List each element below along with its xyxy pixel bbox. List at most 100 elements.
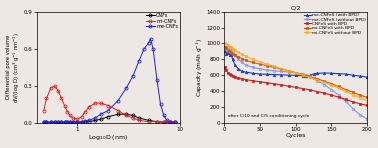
me-CNFeS (with BPD) bbox=[308, 74, 312, 76]
mi-CNFeS without BPD bbox=[344, 90, 348, 92]
mi-CNFeS without BPD bbox=[308, 77, 312, 78]
me-CNFs bbox=[106, 110, 110, 111]
CNFs bbox=[44, 121, 49, 123]
me-CNFeS (with BPD) bbox=[344, 73, 348, 75]
mi-CNFeS with BPD bbox=[258, 63, 262, 65]
me-CNFeS (with BPD) bbox=[301, 75, 305, 77]
mi-CNFeS with BPD bbox=[358, 94, 362, 96]
mi-CNFeS without BPD bbox=[224, 43, 229, 45]
me-CNFeS (without BPD) bbox=[231, 50, 235, 52]
CNFs bbox=[167, 121, 172, 123]
Line: me-CNFs: me-CNFs bbox=[42, 37, 177, 124]
Line: mi-CNFeS with BPD: mi-CNFeS with BPD bbox=[223, 45, 369, 99]
mi-CNFeS without BPD bbox=[279, 68, 284, 70]
mi-CNFeS with BPD bbox=[365, 97, 369, 98]
me-CNFeS (without BPD) bbox=[258, 68, 262, 70]
mi-CNFeS with BPD bbox=[308, 76, 312, 78]
CNFs bbox=[59, 121, 64, 123]
me-CNFeS (with BPD) bbox=[251, 72, 255, 74]
Legend: me-CNFeS (with BPD), me-CNFeS (without BPD), CNFeS with BPD, mi-CNFeS with BPD, : me-CNFeS (with BPD), me-CNFeS (without B… bbox=[304, 13, 366, 35]
me-CNFeS (without BPD) bbox=[251, 66, 255, 68]
mi-CNFeS without BPD bbox=[336, 87, 341, 89]
mi-CNFeS without BPD bbox=[258, 61, 262, 63]
mi-CNFs bbox=[173, 121, 177, 123]
Y-axis label: Capacity (mAh g$^{-1}$): Capacity (mAh g$^{-1}$) bbox=[194, 38, 204, 97]
me-CNFs bbox=[151, 48, 155, 50]
CNFs bbox=[99, 118, 103, 120]
me-CNFeS (with BPD) bbox=[228, 54, 232, 56]
me-CNFs bbox=[75, 121, 80, 123]
Line: me-CNFeS (without BPD): me-CNFeS (without BPD) bbox=[223, 45, 369, 120]
mi-CNFeS without BPD bbox=[301, 74, 305, 76]
mi-CNFeS without BPD bbox=[272, 66, 276, 67]
me-CNFeS (with BPD) bbox=[279, 74, 284, 76]
mi-CNFs bbox=[56, 90, 60, 92]
me-CNFeS (without BPD) bbox=[228, 46, 232, 48]
me-CNFs bbox=[70, 121, 75, 123]
me-CNFs bbox=[142, 48, 146, 50]
Text: after C/10 and C/5 conditioning cycle: after C/10 and C/5 conditioning cycle bbox=[228, 114, 310, 118]
me-CNFs bbox=[116, 100, 120, 102]
me-CNFeS (with BPD) bbox=[351, 74, 355, 76]
me-CNFeS (without BPD) bbox=[358, 114, 362, 116]
mi-CNFeS without BPD bbox=[286, 70, 291, 72]
mi-CNFeS with BPD bbox=[329, 83, 334, 85]
me-CNFeS (with BPD) bbox=[240, 70, 244, 72]
Title: C/2: C/2 bbox=[290, 6, 301, 11]
mi-CNFeS with BPD bbox=[344, 89, 348, 90]
X-axis label: Cycles: Cycles bbox=[285, 133, 306, 138]
me-CNFs bbox=[93, 117, 98, 119]
CNFeS with BPD bbox=[286, 85, 291, 87]
mi-CNFeS without BPD bbox=[232, 49, 237, 51]
me-CNFeS (without BPD) bbox=[224, 48, 229, 50]
me-CNFeS (with BPD) bbox=[225, 52, 230, 54]
mi-CNFeS with BPD bbox=[272, 66, 276, 68]
CNFs bbox=[137, 117, 141, 119]
mi-CNFeS with BPD bbox=[231, 53, 235, 55]
CNFeS with BPD bbox=[301, 88, 305, 89]
me-CNFeS (without BPD) bbox=[243, 64, 248, 66]
me-CNFeS (with BPD) bbox=[336, 73, 341, 74]
me-CNFeS (without BPD) bbox=[279, 70, 284, 72]
CNFs bbox=[155, 121, 159, 123]
me-CNFeS (without BPD) bbox=[229, 47, 234, 49]
mi-CNFeS with BPD bbox=[228, 50, 232, 52]
CNFeS with BPD bbox=[258, 81, 262, 83]
mi-CNFeS with BPD bbox=[236, 56, 241, 58]
me-CNFeS (with BPD) bbox=[223, 50, 227, 52]
me-CNFeS (without BPD) bbox=[308, 75, 312, 77]
me-CNFeS (with BPD) bbox=[265, 73, 269, 75]
CNFeS with BPD bbox=[228, 74, 232, 75]
mi-CNFs bbox=[52, 85, 57, 87]
me-CNFeS (without BPD) bbox=[223, 46, 227, 48]
mi-CNFeS without BPD bbox=[365, 100, 369, 102]
mi-CNFeS with BPD bbox=[229, 52, 234, 53]
me-CNFeS (without BPD) bbox=[336, 94, 341, 96]
mi-CNFs bbox=[83, 111, 88, 113]
Line: CNFs: CNFs bbox=[42, 113, 177, 124]
mi-CNFeS with BPD bbox=[223, 46, 227, 48]
me-CNFeS (without BPD) bbox=[351, 108, 355, 110]
mi-CNFeS with BPD bbox=[351, 91, 355, 93]
me-CNFs bbox=[124, 87, 129, 89]
mi-CNFs bbox=[68, 115, 72, 116]
mi-CNFeS with BPD bbox=[232, 54, 237, 56]
me-CNFeS (without BPD) bbox=[236, 58, 241, 60]
mi-CNFeS without BPD bbox=[228, 46, 232, 48]
me-CNFs bbox=[173, 121, 177, 123]
me-CNFs bbox=[137, 60, 141, 62]
mi-CNFs bbox=[161, 121, 166, 123]
CNFeS with BPD bbox=[329, 94, 334, 96]
mi-CNFeS with BPD bbox=[322, 80, 327, 82]
mi-CNFeS with BPD bbox=[336, 86, 341, 87]
CNFs bbox=[42, 121, 46, 123]
mi-CNFeS with BPD bbox=[251, 62, 255, 63]
me-CNFeS (with BPD) bbox=[358, 75, 362, 77]
me-CNFeS (without BPD) bbox=[304, 74, 309, 76]
mi-CNFeS with BPD bbox=[225, 49, 230, 51]
CNFeS with BPD bbox=[336, 96, 341, 98]
me-CNFeS (with BPD) bbox=[243, 71, 248, 73]
mi-CNFs bbox=[155, 121, 159, 123]
CNFeS with BPD bbox=[272, 83, 276, 85]
CNFs bbox=[131, 115, 135, 116]
